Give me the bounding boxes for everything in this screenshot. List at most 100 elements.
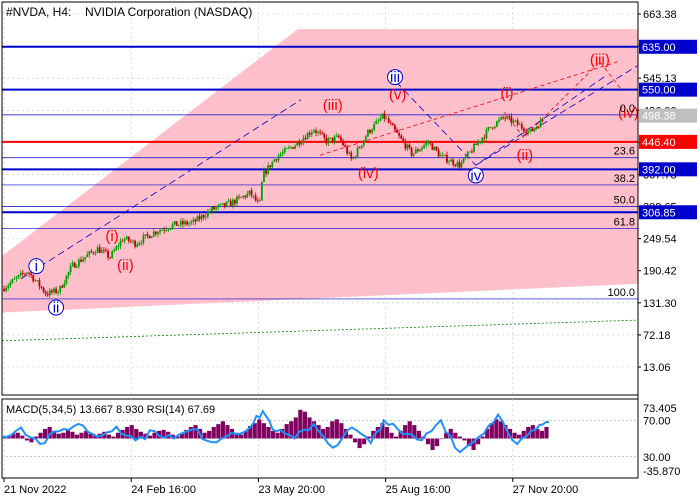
- macd-bar: [11, 433, 16, 439]
- candle-body: [520, 124, 523, 129]
- candle-body: [491, 127, 494, 129]
- candle-body: [13, 278, 16, 280]
- candle-body: [350, 152, 353, 159]
- candle-body: [111, 251, 114, 258]
- candle-body: [377, 120, 380, 122]
- macd-bar: [430, 438, 435, 450]
- macd-bar: [74, 434, 80, 439]
- candle-body: [84, 257, 87, 260]
- candle-body: [375, 120, 378, 124]
- candle-body: [489, 127, 492, 129]
- macd-bar: [152, 432, 157, 439]
- candle-body: [134, 240, 136, 247]
- candle-body: [42, 287, 45, 292]
- candle-body: [53, 288, 55, 293]
- candle-body: [527, 130, 529, 134]
- instrument-name: NVIDIA Corporation (NASDAQ): [85, 5, 252, 19]
- wave-label: (iii): [590, 51, 610, 68]
- wave-circle: [387, 69, 404, 86]
- candle-body: [304, 138, 307, 140]
- candle-body: [96, 247, 99, 253]
- candle-body: [531, 129, 534, 132]
- candle-body: [506, 116, 509, 119]
- macd-bar: [47, 427, 52, 439]
- candle-body: [383, 113, 386, 119]
- fib-label: 38.2: [614, 173, 635, 185]
- macd-bar: [380, 423, 385, 439]
- candle-body: [254, 195, 257, 201]
- candle-body: [329, 137, 332, 139]
- candle-body: [55, 288, 57, 293]
- candle-body: [227, 200, 230, 202]
- candle-body: [102, 250, 105, 251]
- macd-bar: [334, 419, 339, 439]
- candle-body: [421, 147, 423, 150]
- level-tag-bg: [639, 162, 697, 177]
- candle-body: [410, 147, 413, 156]
- wave-label: ii: [53, 300, 60, 317]
- wave-label: (ii): [516, 147, 533, 164]
- candle-body: [275, 159, 278, 161]
- macd-bar: [466, 438, 472, 447]
- candle-body: [206, 211, 209, 217]
- macd-bar: [261, 423, 266, 439]
- candle-body: [9, 282, 12, 286]
- candle-body: [348, 152, 351, 154]
- candle-body: [211, 206, 213, 212]
- candle-body: [26, 272, 28, 274]
- candle-body: [516, 120, 519, 125]
- candle-body: [429, 142, 432, 144]
- candle-body: [317, 131, 319, 133]
- price-tick-label: 72.18: [643, 330, 671, 342]
- candle-body: [448, 161, 450, 163]
- candle-body: [277, 155, 280, 161]
- level-tag-label: 392.00: [642, 164, 676, 176]
- macd-bar: [179, 433, 184, 439]
- time-tick-label: 23 May 20:00: [258, 484, 325, 496]
- macd-bar: [535, 428, 540, 439]
- candle-body: [159, 230, 161, 233]
- candle-body: [32, 275, 35, 282]
- macd-bar: [362, 438, 367, 445]
- candle-body: [213, 206, 215, 210]
- candle-body: [398, 132, 401, 136]
- candle-body: [269, 165, 272, 168]
- level-tag-bg: [639, 82, 697, 97]
- candle-body: [396, 129, 398, 133]
- level-tag-bg: [639, 134, 697, 149]
- candle-body: [340, 137, 342, 141]
- candle-body: [231, 199, 234, 206]
- candle-body: [194, 219, 197, 222]
- candle-body: [354, 156, 357, 158]
- macd-bar: [302, 411, 307, 439]
- macd-bar: [453, 432, 458, 439]
- candle-body: [186, 221, 188, 225]
- macd-bar: [375, 427, 380, 439]
- candle-body: [119, 240, 122, 247]
- macd-bar: [88, 433, 93, 439]
- candle-body: [242, 195, 245, 198]
- macd-bar: [457, 436, 462, 439]
- candle-body: [431, 143, 434, 150]
- red-trendline: [319, 61, 620, 156]
- macd-bar: [284, 424, 289, 439]
- candle-body: [169, 228, 172, 230]
- candle-body: [414, 149, 417, 154]
- macd-bar: [20, 435, 25, 439]
- candle-body: [221, 203, 224, 205]
- candle-body: [188, 223, 191, 225]
- level-tag-bg: [639, 205, 697, 220]
- candle-body: [356, 147, 359, 157]
- candle-body: [78, 259, 80, 267]
- level-tag-bg: [639, 39, 697, 54]
- price-tick-label: 190.42: [643, 266, 677, 278]
- candle-body: [466, 151, 469, 157]
- candlesticks: [3, 110, 544, 298]
- candle-body: [94, 252, 97, 254]
- candle-body: [529, 129, 532, 131]
- macd-bar: [480, 436, 485, 439]
- candle-body: [525, 131, 527, 134]
- macd-bar: [521, 430, 526, 439]
- candle-body: [148, 235, 151, 239]
- candle-body: [473, 143, 475, 153]
